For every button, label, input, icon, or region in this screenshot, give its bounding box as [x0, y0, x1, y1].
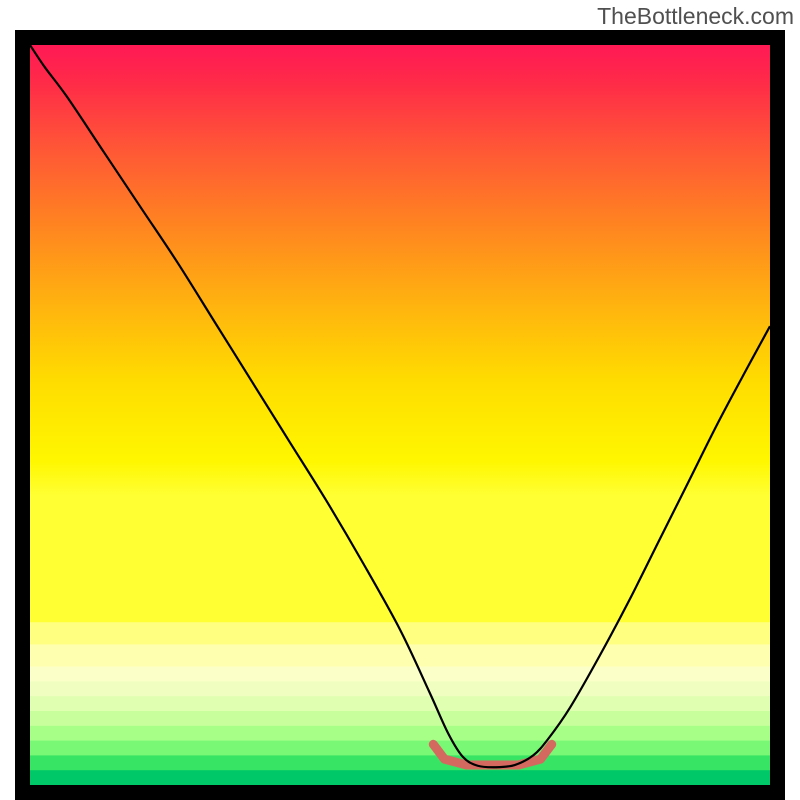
- gradient-band: [30, 741, 770, 756]
- bottleneck-curve-chart: [30, 45, 770, 785]
- gradient-band: [30, 644, 770, 667]
- gradient-background: [30, 45, 770, 623]
- gradient-band: [30, 622, 770, 645]
- gradient-band: [30, 770, 770, 785]
- gradient-band: [30, 726, 770, 741]
- gradient-band: [30, 711, 770, 726]
- gradient-band: [30, 696, 770, 711]
- gradient-band: [30, 755, 770, 770]
- chart-frame: [15, 30, 785, 800]
- plot-area: [30, 45, 770, 785]
- gradient-band: [30, 681, 770, 696]
- gradient-band: [30, 667, 770, 682]
- watermark-text: TheBottleneck.com: [597, 3, 794, 30]
